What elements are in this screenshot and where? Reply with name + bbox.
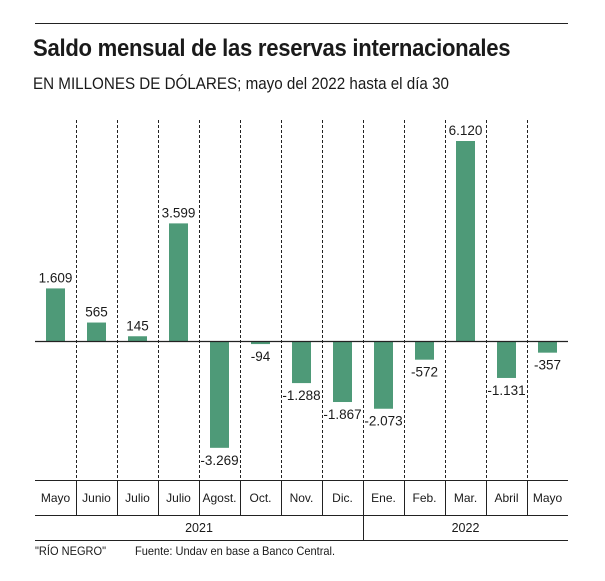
chart-title: Saldo mensual de las reservas internacio… — [33, 35, 511, 62]
bar — [497, 341, 516, 378]
data-label: -1.867 — [323, 407, 361, 422]
bar — [333, 341, 352, 403]
category-label: Oct. — [249, 491, 271, 505]
data-label: -94 — [251, 349, 271, 364]
data-label: -1.131 — [487, 383, 525, 398]
category-label: Mar. — [454, 491, 477, 505]
category-label: Julio — [166, 491, 191, 505]
bar — [374, 341, 393, 409]
category-label: Abril — [494, 491, 518, 505]
source-label: Fuente: Undav en base a Banco Central. — [135, 544, 336, 558]
bar — [456, 141, 475, 341]
data-label: -2.073 — [364, 414, 402, 429]
bar — [87, 322, 106, 341]
top-rule — [35, 23, 568, 24]
bar — [169, 223, 188, 341]
data-label: 3.599 — [162, 205, 196, 220]
chart-subtitle: EN MILLONES DE DÓLARES; mayo del 2022 ha… — [33, 75, 449, 93]
category-label: Feb. — [412, 491, 436, 505]
data-label: -3.269 — [200, 453, 238, 468]
category-label: Ene. — [371, 491, 396, 505]
data-label: -1.288 — [282, 388, 320, 403]
data-label: 145 — [126, 318, 149, 333]
data-label: 6.120 — [449, 123, 483, 138]
data-label: -357 — [534, 358, 561, 373]
data-label: 565 — [85, 305, 108, 320]
category-label: Mayo — [41, 491, 71, 505]
data-label: 1.609 — [39, 270, 73, 285]
category-label: Junio — [82, 491, 111, 505]
bar — [128, 336, 147, 341]
bar — [538, 341, 557, 353]
data-label: -572 — [411, 365, 438, 380]
bar — [210, 341, 229, 448]
category-label: Julio — [125, 491, 150, 505]
bar — [46, 288, 65, 341]
bar — [251, 341, 270, 345]
year-label: 2021 — [185, 521, 213, 535]
category-label: Mayo — [533, 491, 563, 505]
category-label: Agost. — [202, 491, 236, 505]
credit-label: "RÍO NEGRO" — [35, 544, 107, 558]
category-label: Dic. — [332, 491, 353, 505]
bar — [292, 341, 311, 384]
year-label: 2022 — [452, 521, 480, 535]
category-label: Nov. — [290, 491, 314, 505]
bar — [415, 341, 434, 360]
